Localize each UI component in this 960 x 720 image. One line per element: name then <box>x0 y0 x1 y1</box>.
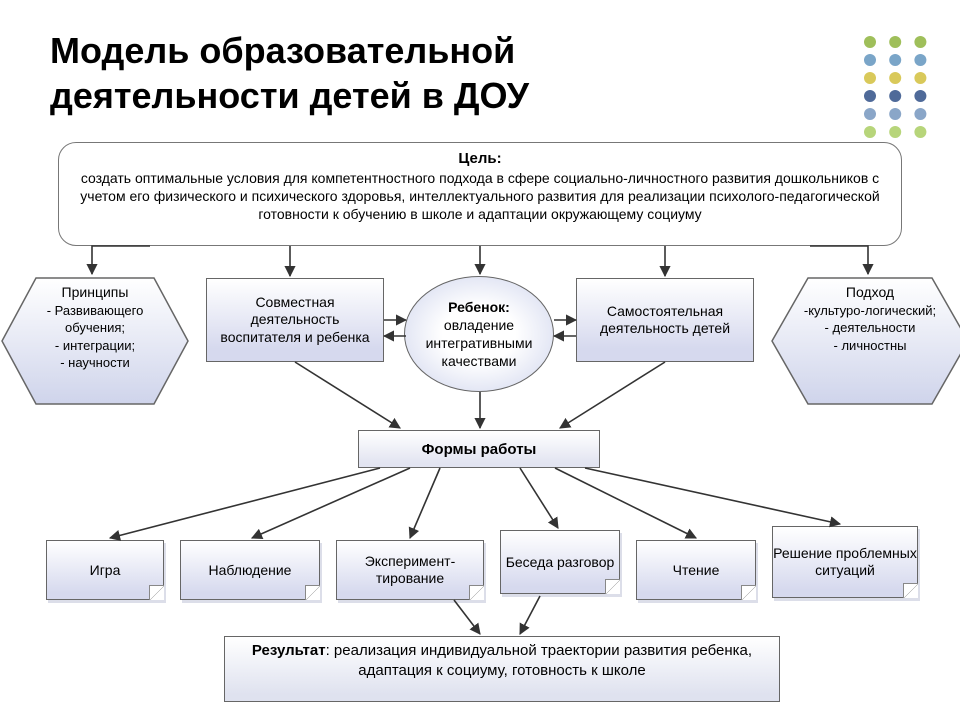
forms-label: Формы работы <box>422 441 537 458</box>
goal-box: Цель: создать оптимальные условия для ко… <box>58 142 902 246</box>
card-4-text: Чтение <box>673 562 720 579</box>
joint-activity-text: Совместная деятельность воспитателя и ре… <box>217 294 373 347</box>
child-text: овладение интегративными качествами <box>426 317 533 369</box>
card-2-text: Эксперимент-тирование <box>337 553 483 587</box>
child-ellipse: Ребенок: овладение интегративными качест… <box>404 276 554 392</box>
approach-hexagon: Подход -культуро-логический; - деятельно… <box>770 276 960 406</box>
approach-title: Подход <box>846 284 894 300</box>
title-line-1: Модель образовательной <box>50 30 515 71</box>
card-3-text: Беседа разговор <box>506 554 615 571</box>
card-game: Игра <box>46 540 164 600</box>
principles-item-1: интеграции; <box>63 338 135 353</box>
child-label: Ребенок: <box>448 299 510 315</box>
principles-title: Принципы <box>62 284 129 300</box>
result-box: Результат: реализация индивидуальной тра… <box>224 636 780 702</box>
card-observation: Наблюдение <box>180 540 320 600</box>
self-activity-box: Самостоятельная деятельность детей <box>576 278 754 362</box>
card-talk: Беседа разговор <box>500 530 620 594</box>
decorative-dot-grid <box>860 32 950 142</box>
card-reading: Чтение <box>636 540 756 600</box>
card-1-text: Наблюдение <box>209 562 292 579</box>
approach-item-2: личностны <box>841 338 906 353</box>
forms-box: Формы работы <box>358 430 600 468</box>
page-title: Модель образовательной деятельности дете… <box>50 28 529 118</box>
title-line-2: деятельности детей в ДОУ <box>50 75 529 116</box>
card-5-text: Решение проблемных ситуаций <box>773 545 917 579</box>
result-label: Результат <box>252 642 326 659</box>
joint-activity-box: Совместная деятельность воспитателя и ре… <box>206 278 384 362</box>
principles-item-0: Развивающего обучения; <box>55 303 144 336</box>
goal-text: создать оптимальные условия для компетен… <box>80 170 879 222</box>
card-problems: Решение проблемных ситуаций <box>772 526 918 598</box>
principles-hexagon: Принципы - Развивающего обучения; - инте… <box>0 276 190 406</box>
result-text: : реализация индивидуальной траектории р… <box>326 642 752 679</box>
principles-item-2: научности <box>68 355 130 370</box>
card-0-text: Игра <box>90 562 121 579</box>
goal-label: Цель: <box>458 150 501 167</box>
approach-item-1: деятельности <box>833 320 916 335</box>
approach-item-0: -культуро-логический; <box>804 303 936 318</box>
self-activity-text: Самостоятельная деятельность детей <box>587 303 743 338</box>
card-experiment: Эксперимент-тирование <box>336 540 484 600</box>
